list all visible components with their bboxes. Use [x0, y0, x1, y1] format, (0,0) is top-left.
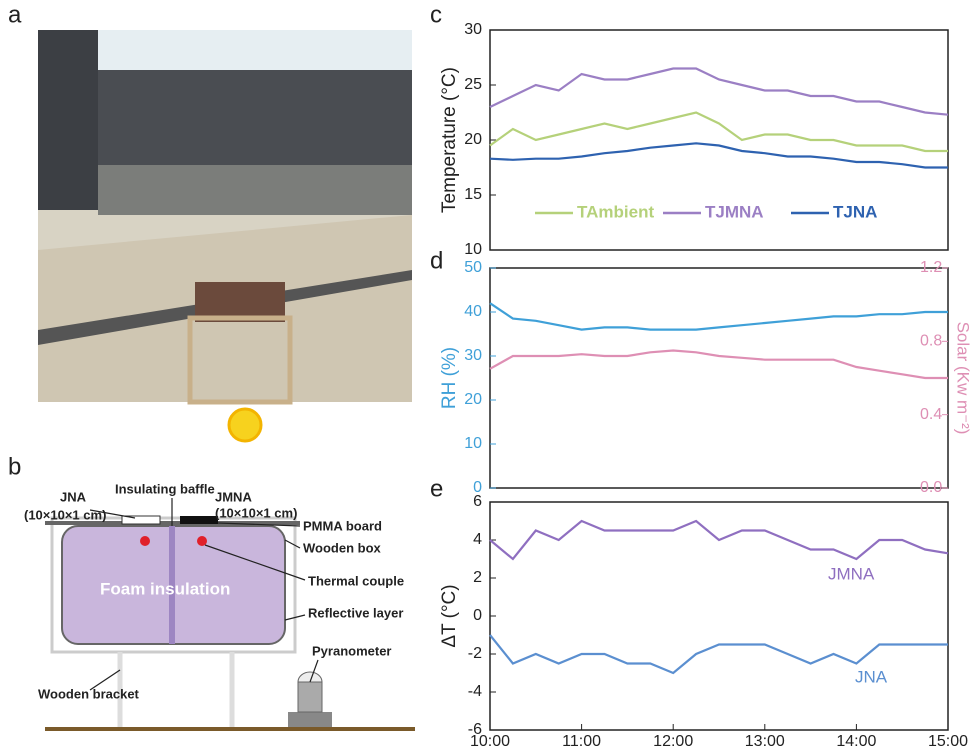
y2-tick-label: 0.8 — [920, 333, 942, 350]
y2-tick-label: 0.0 — [920, 479, 942, 496]
series-line — [490, 521, 948, 559]
panel-label: a — [8, 1, 22, 28]
y-tick-label: 30 — [464, 21, 482, 38]
series-line — [490, 143, 948, 167]
diagram-label: Pyranometer — [312, 643, 391, 658]
y2-tick-label: 0.4 — [920, 406, 942, 423]
series-label: JMNA — [828, 564, 875, 583]
legend-label: TJNA — [833, 202, 877, 221]
photo — [38, 30, 412, 402]
x-tick-label: 15:00 — [928, 733, 968, 749]
figure: a b c d e — [0, 0, 971, 749]
diagram-label: Foam insulation — [100, 579, 230, 598]
y-tick-label: 50 — [464, 259, 482, 276]
x-tick-label: 13:00 — [745, 733, 785, 749]
plot-frame — [490, 502, 948, 730]
panel-label: d — [430, 247, 443, 274]
x-tick-label: 10:00 — [470, 733, 510, 749]
y-tick-label: 30 — [464, 347, 482, 364]
series-label: JNA — [855, 667, 888, 686]
y-axis-label: ΔT (°C) — [439, 584, 460, 647]
diagram-label: JMNA — [215, 489, 252, 504]
y-tick-label: 10 — [464, 435, 482, 452]
y-tick-label: 15 — [464, 186, 482, 203]
y-tick-label: -4 — [468, 683, 482, 700]
diagram-label: (10×10×1 cm) — [215, 505, 297, 520]
y-axis-label: Temperature (°C) — [439, 67, 460, 213]
diagram-label: Wooden bracket — [38, 686, 140, 701]
y-tick-label: 20 — [464, 131, 482, 148]
panel-label: b — [8, 453, 21, 480]
diagram-label: Insulating baffle — [115, 481, 215, 496]
series-line — [490, 69, 948, 115]
y-tick-label: 6 — [473, 493, 482, 510]
plot-frame — [490, 268, 948, 488]
y-tick-label: 4 — [473, 531, 482, 548]
diagram-label: PMMA board — [303, 518, 382, 533]
y-tick-label: 25 — [464, 76, 482, 93]
diagram-label: Wooden box — [303, 540, 382, 555]
y-tick-label: 0 — [473, 607, 482, 624]
diagram-label: Thermal couple — [308, 573, 404, 588]
diagram-label: JNA — [60, 489, 87, 504]
legend-label: TJMNA — [705, 202, 764, 221]
x-tick-label: 14:00 — [836, 733, 876, 749]
series-line — [490, 303, 948, 329]
panel-label: e — [430, 475, 443, 502]
y2-axis-label: Solar (Kw m⁻²) — [954, 322, 971, 435]
y-tick-label: 2 — [473, 569, 482, 586]
y2-tick-label: 1.2 — [920, 259, 942, 276]
legend-label: TAmbient — [577, 202, 654, 221]
y-axis-label: RH (%) — [439, 347, 460, 409]
x-tick-label: 11:00 — [562, 733, 601, 749]
y-tick-label: -2 — [468, 645, 482, 662]
panel-label: c — [430, 1, 442, 28]
x-tick-label: 12:00 — [653, 733, 693, 749]
y-tick-label: 40 — [464, 303, 482, 320]
diagram-label: (10×10×1 cm) — [24, 507, 106, 522]
diagram-label: Reflective layer — [308, 605, 403, 620]
diagram: Insulating baffle JNA (10×10×1 cm) JMNA … — [24, 409, 415, 729]
y-tick-label: 20 — [464, 391, 482, 408]
y-tick-label: 10 — [464, 241, 482, 258]
series-line — [490, 351, 948, 379]
